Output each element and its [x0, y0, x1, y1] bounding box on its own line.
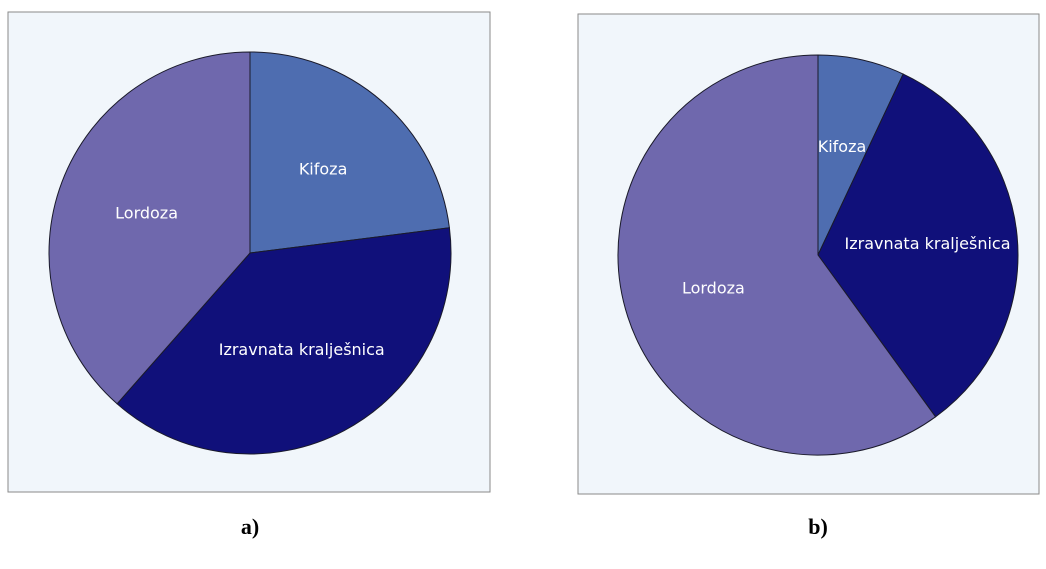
pie-slice: [249, 51, 450, 254]
slice-label: Kifoza: [299, 160, 348, 179]
caption: a): [241, 514, 259, 539]
pie-slice: [48, 51, 251, 405]
slice-label: Izravnata kralješnica: [845, 234, 1011, 253]
slice-label: Lordoza: [115, 203, 178, 222]
pie-slice: [817, 73, 1019, 418]
slice-label: Lordoza: [682, 278, 745, 297]
pie-slice: [116, 227, 452, 455]
caption: b): [808, 514, 828, 539]
slice-label: Izravnata kralješnica: [219, 340, 385, 359]
pie-slice: [617, 54, 937, 456]
slice-label: Kifoza: [818, 137, 867, 156]
